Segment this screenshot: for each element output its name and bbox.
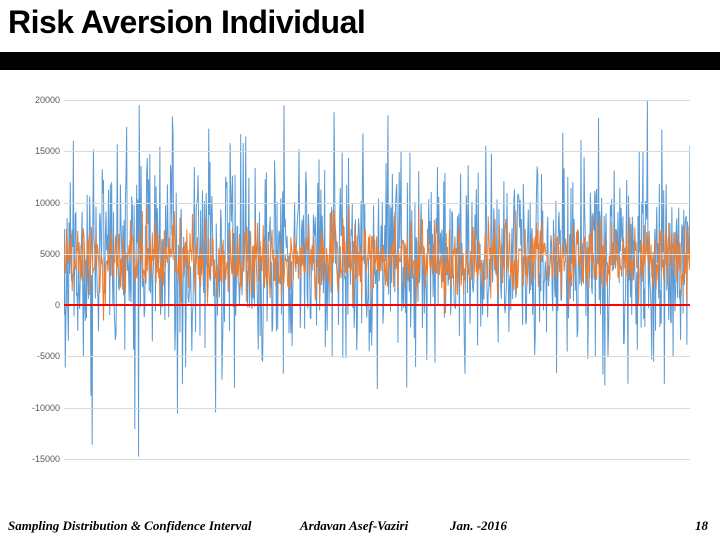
footer-author: Ardavan Asef-Vaziri [300,518,408,534]
chart-gridline [64,151,690,152]
y-tick-label: 5000 [40,249,60,259]
chart-gridline [64,100,690,101]
slide-footer: Sampling Distribution & Confidence Inter… [0,510,720,534]
zero-reference-line [64,304,690,306]
y-tick-label: -15000 [32,454,60,464]
footer-topic: Sampling Distribution & Confidence Inter… [8,518,251,534]
y-tick-label: -10000 [32,403,60,413]
chart-gridline [64,203,690,204]
slide: Risk Aversion Individual -15000-10000-50… [0,0,720,540]
page-title: Risk Aversion Individual [8,4,365,41]
y-tick-label: 10000 [35,198,60,208]
risk-aversion-chart: -15000-10000-500005000100001500020000 [30,100,690,460]
chart-gridline [64,408,690,409]
chart-plot-area: -15000-10000-500005000100001500020000 [64,100,690,460]
chart-series-svg [64,100,690,459]
series-path-series-a [64,101,690,457]
chart-gridline [64,459,690,460]
footer-page: 18 [695,518,708,534]
y-tick-label: 0 [55,300,60,310]
y-tick-label: -5000 [37,351,60,361]
y-tick-label: 15000 [35,146,60,156]
chart-gridline [64,254,690,255]
title-underline-bar [0,52,720,70]
footer-date: Jan. -2016 [450,518,507,534]
y-tick-label: 20000 [35,95,60,105]
chart-gridline [64,356,690,357]
